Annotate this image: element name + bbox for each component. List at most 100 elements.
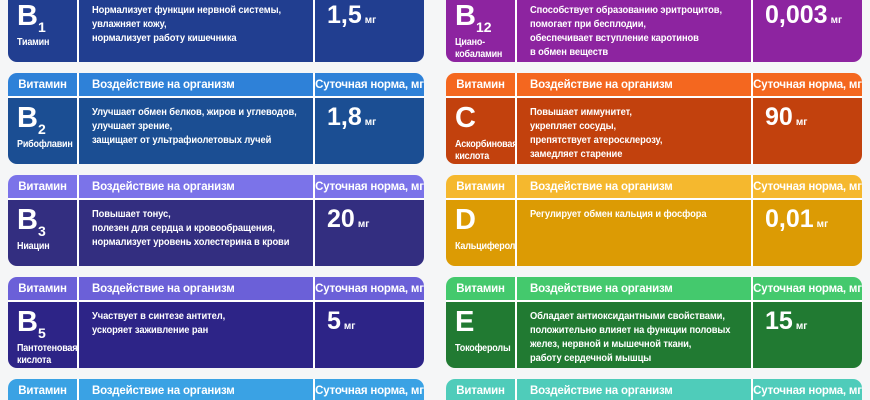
effect-text: Способствует образованию эритроцитов, по… [530,5,722,58]
left-column: B1 Тиамин Нормализует функции нервной си… [8,0,424,400]
effect-cell: Обладает антиоксидантными свойствами, по… [517,302,751,368]
column-header-norm: Суточная норма, мг [753,379,862,400]
column-header-norm-label: Суточная норма, мг [315,384,424,397]
vitamin-letter: B2 [17,102,46,137]
vitamin-letter: B5 [17,306,46,341]
dose-cell: 0,003 мг [753,0,862,62]
vitamin-card-d: Витамин Воздействие на организм Суточная… [446,175,862,266]
dose-unit: мг [364,117,377,128]
vitamin-name: Тиамин [17,36,50,48]
column-header-vitamin: Витамин [446,277,515,300]
effect-cell: Повышает тонус, полезен для сердца и кро… [79,200,313,266]
column-header-norm-label: Суточная норма, мг [753,180,862,193]
dose-cell: 90 мг [753,98,862,164]
vitamin-cell: B3 Ниацин [8,200,77,266]
column-header-vitamin-label: Витамин [18,78,67,91]
column-header-vitamin: Витамин [446,379,515,400]
vitamin-card-b2: Витамин Воздействие на организм Суточная… [8,73,424,164]
dose-cell: 0,01 мг [753,200,862,266]
effect-text: Регулирует обмен кальция и фосфора [530,209,707,220]
effect-cell: Улучшает обмен белков, жиров и углеводов… [79,98,313,164]
dose-cell: 5 мг [315,302,424,368]
vitamin-letter: B1 [17,0,46,35]
column-header-effect-label: Воздействие на организм [530,180,673,193]
dose-value: 5 [327,307,341,335]
vitamin-card-b5: Витамин Воздействие на организм Суточная… [8,277,424,368]
vitamin-name: Пантотеновая кислота [17,342,78,367]
column-header-vitamin: Витамин [446,175,515,198]
dose-value: 90 [765,103,793,131]
vitamin-letter: C [455,102,476,134]
column-header-effect: Воздействие на организм [517,379,751,400]
column-header-vitamin-label: Витамин [456,384,505,397]
effect-cell: Участвует в синтезе антител, ускоряет за… [79,302,313,368]
dose-value: 1,8 [327,103,362,131]
column-header-effect-label: Воздействие на организм [92,78,235,91]
column-header-effect: Воздействие на организм [517,175,751,198]
column-header-norm: Суточная норма, мг [315,73,424,96]
effect-text: Нормализует функции нервной системы, увл… [92,5,282,44]
column-header-vitamin-label: Витамин [456,78,505,91]
dose-cell: 1,5 мг [315,0,424,62]
effect-cell: Нормализует функции нервной системы, увл… [79,0,313,62]
column-header-effect-label: Воздействие на организм [92,180,235,193]
column-header-vitamin-label: Витамин [456,282,505,295]
effect-text: Участвует в синтезе антител, ускоряет за… [92,311,226,336]
vitamin-name: Кальциферол [455,240,516,252]
column-header-effect-label: Воздействие на организм [530,384,673,397]
dose-value: 1,5 [327,1,362,29]
column-header-effect: Воздействие на организм [79,277,313,300]
vitamin-cell: B5 Пантотеновая кислота [8,302,78,368]
column-header-vitamin-label: Витамин [18,180,67,193]
column-header-vitamin: Витамин [8,379,77,400]
vitamin-letter: E [455,306,475,338]
column-header-effect-label: Воздействие на организм [92,282,235,295]
dose-value: 0,01 [765,205,814,233]
column-header-effect: Воздействие на организм [517,73,751,96]
column-header-effect: Воздействие на организм [79,379,313,400]
vitamin-letter: B12 [455,0,492,35]
column-header-norm: Суточная норма, мг [315,175,424,198]
column-header-vitamin: Витамин [8,175,77,198]
column-header-effect: Воздействие на организм [79,73,313,96]
dose-value: 20 [327,205,355,233]
effect-cell: Способствует образованию эритроцитов, по… [517,0,751,62]
dose-cell: 20 мг [315,200,424,266]
vitamin-card-next-right: Витамин Воздействие на организм Суточная… [446,379,862,400]
column-header-norm-label: Суточная норма, мг [753,282,862,295]
vitamin-name: Аскорбиновая кислота [455,138,518,163]
effect-text: Повышает тонус, полезен для сердца и кро… [92,209,290,248]
vitamin-cell: B2 Рибофлавин [8,98,77,164]
vitamin-card-next-left: Витамин Воздействие на организм Суточная… [8,379,424,400]
column-header-effect: Воздействие на организм [79,175,313,198]
column-header-effect: Воздействие на организм [517,277,751,300]
effect-text: Обладает антиоксидантными свойствами, по… [530,311,731,364]
dose-unit: мг [830,15,843,26]
vitamin-card-b1: B1 Тиамин Нормализует функции нервной си… [8,0,424,62]
effect-cell: Регулирует обмен кальция и фосфора [517,200,751,266]
dose-cell: 15 мг [753,302,862,368]
dose-unit: мг [364,15,377,26]
vitamin-name: Ниацин [17,240,50,252]
dose-unit: мг [357,219,370,230]
dose-value: 0,003 [765,1,828,29]
vitamin-cell: C Аскорбиновая кислота [446,98,518,164]
column-header-vitamin: Витамин [446,73,515,96]
column-header-vitamin: Витамин [8,277,77,300]
column-header-norm-label: Суточная норма, мг [315,180,424,193]
vitamin-card-b12: B12 Циано- кобаламин Способствует образо… [446,0,862,62]
column-header-norm-label: Суточная норма, мг [315,282,424,295]
column-header-norm: Суточная норма, мг [315,379,424,400]
dose-cell: 1,8 мг [315,98,424,164]
dose-value: 15 [765,307,793,335]
column-header-effect-label: Воздействие на организм [92,384,235,397]
vitamin-card-c: Витамин Воздействие на организм Суточная… [446,73,862,164]
vitamin-letter: D [455,204,476,236]
column-header-norm: Суточная норма, мг [315,277,424,300]
column-header-norm-label: Суточная норма, мг [753,384,862,397]
effect-text: Повышает иммунитет, укрепляет сосуды, пр… [530,107,663,160]
vitamin-card-b3: Витамин Воздействие на организм Суточная… [8,175,424,266]
vitamin-cell: D Кальциферол [446,200,515,266]
column-header-norm: Суточная норма, мг [753,175,862,198]
